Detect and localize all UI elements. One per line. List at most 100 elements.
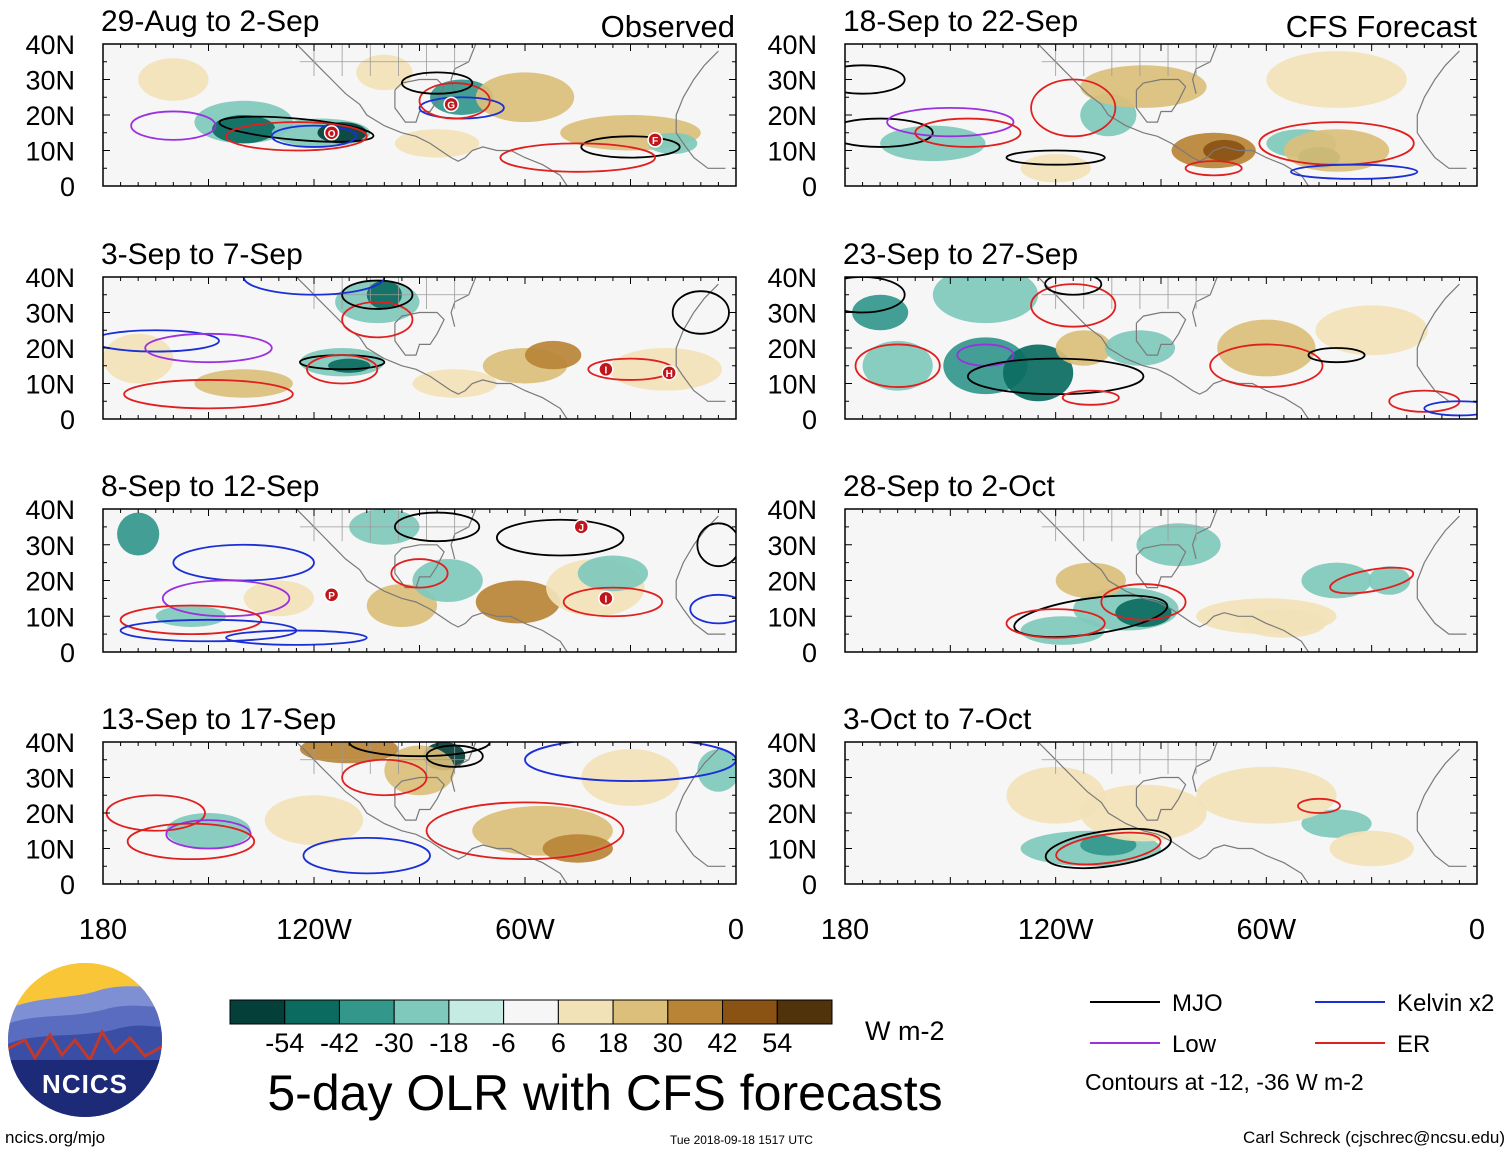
contour-k xyxy=(845,277,906,314)
olr-anomaly-blob xyxy=(412,559,483,602)
contour-r xyxy=(1030,78,1117,138)
coastline xyxy=(1416,50,1467,169)
contour-r xyxy=(341,758,428,797)
coastline xyxy=(1037,509,1309,652)
contour-r xyxy=(390,558,449,589)
olr-anomaly-blob xyxy=(394,129,480,158)
olr-anomaly-blob xyxy=(1196,598,1337,635)
contour-k xyxy=(1044,827,1172,870)
contour-k xyxy=(966,357,1145,396)
map-panel-1-1: 40N 30N 20N 10N 0 23-Sep to 27-Sep xyxy=(767,238,1478,435)
y-tick-label: 40N xyxy=(767,495,817,525)
olr-anomaly-blob xyxy=(525,340,582,370)
olr-anomaly-blob xyxy=(103,333,174,384)
y-tick-label: 20N xyxy=(25,799,75,829)
olr-anomaly-blob xyxy=(1203,139,1246,162)
olr-anomaly-blob xyxy=(155,605,227,627)
coastline xyxy=(1037,44,1309,186)
contour-k xyxy=(1307,347,1366,364)
coastline xyxy=(1135,776,1187,821)
colorbar-swatch xyxy=(448,999,505,1025)
contour-k xyxy=(845,64,906,95)
colorbar-tick-label: -54 xyxy=(265,1028,304,1058)
storm-marker-label: H xyxy=(666,369,673,380)
map-panel-0-0: 40N 30N 20N 10N 0 29-Aug to 2-Sep xyxy=(25,5,737,202)
colorbar-swatch xyxy=(284,999,340,1025)
contour-r xyxy=(499,142,657,173)
panel-period-label: 18-Sep to 22-Sep xyxy=(843,5,1078,38)
legend-entry-label: MJO xyxy=(1172,990,1223,1017)
contour-r xyxy=(562,586,664,618)
colorbar-tick-label: 30 xyxy=(653,1028,683,1058)
coastline xyxy=(675,283,726,402)
contour-b xyxy=(242,277,386,296)
y-tick-label: 20N xyxy=(767,567,817,597)
y-tick-label: 30N xyxy=(25,299,75,329)
contour-b xyxy=(225,629,368,646)
map-panels: 40N 30N 20N 10N 0 29-Aug to 2-Sep 40N 30N 20N 10N… xyxy=(25,5,1478,900)
storm-marker-label: I xyxy=(604,365,607,376)
x-tick-label: 60W xyxy=(1237,914,1297,946)
legend: MJO Kelvin x2 Low ER xyxy=(1090,990,1494,1058)
footer-author: Carl Schreck (cjschrec@ncsu.edu) xyxy=(1243,1128,1505,1147)
column-label-observed: Observed xyxy=(601,9,735,44)
contour-r xyxy=(306,354,379,385)
storm-marker: G xyxy=(443,96,459,113)
olr-anomaly-blob xyxy=(194,369,293,398)
colorbar-swatch xyxy=(393,999,450,1025)
contour-k xyxy=(845,117,934,148)
y-tick-label: 20N xyxy=(767,799,817,829)
colorbar: -54 -42 -30 -18 -6 6 18 30 42 54 xyxy=(229,999,833,1058)
ncics-logo: NCICS xyxy=(8,963,162,1117)
panel-period-label: 3-Oct to 7-Oct xyxy=(843,703,1032,736)
coastline xyxy=(1416,515,1467,635)
contour-p xyxy=(130,110,217,141)
coastline xyxy=(675,50,726,169)
footer-url[interactable]: ncics.org/mjo xyxy=(5,1128,106,1147)
contour-r xyxy=(1297,797,1341,814)
olr-anomaly-blob xyxy=(1329,830,1414,867)
olr-anomaly-blob xyxy=(328,358,371,373)
storm-marker: J xyxy=(573,519,590,535)
colorbar-swatch xyxy=(776,999,833,1025)
coastline xyxy=(1135,78,1187,123)
olr-anomaly-blob xyxy=(264,795,364,845)
storm-marker-label: O xyxy=(328,129,336,140)
y-tick-label: 40N xyxy=(767,30,817,60)
y-tick-label: 20N xyxy=(25,334,75,364)
olr-anomaly-blob xyxy=(852,294,909,331)
contour-k xyxy=(696,522,736,568)
olr-anomaly-blob xyxy=(1368,566,1411,595)
olr-anomaly-blob xyxy=(581,749,680,806)
legend-entry-label: Low xyxy=(1172,1031,1217,1058)
olr-anomaly-blob xyxy=(697,749,736,792)
y-tick-label: 30N xyxy=(767,531,817,561)
y-tick-label: 0 xyxy=(60,172,75,202)
y-tick-label: 40N xyxy=(767,728,817,758)
olr-anomaly-blob xyxy=(1104,330,1176,366)
olr-anomaly-blob xyxy=(577,555,649,592)
storm-marker-label: J xyxy=(578,523,584,534)
colorbar-swatch xyxy=(338,999,395,1025)
y-tick-label: 40N xyxy=(25,495,75,525)
x-tick-label: 120W xyxy=(1018,914,1094,946)
map-panel-0-1: 40N 30N 20N 10N 0 3-Sep to 7-Sep xyxy=(25,238,737,435)
map-panel-1-3: 40N 30N 20N 10N 0 3-Oct to 7-Oct xyxy=(767,703,1478,900)
x-tick-label: 0 xyxy=(728,914,744,946)
coastline xyxy=(1416,283,1467,402)
olr-anomaly-blob xyxy=(475,580,561,624)
olr-anomaly-blob xyxy=(1266,51,1407,108)
olr-anomaly-blob xyxy=(212,115,276,144)
storm-marker-label: F xyxy=(652,136,658,147)
coastline xyxy=(1037,742,1309,884)
colorbar-swatch xyxy=(503,999,559,1025)
contour-k xyxy=(1044,277,1103,296)
panel-period-label: 29-Aug to 2-Sep xyxy=(101,5,319,38)
y-tick-label: 0 xyxy=(802,172,817,202)
y-tick-label: 0 xyxy=(802,870,817,900)
contour-b xyxy=(302,836,431,875)
colorbar-tick-label: -18 xyxy=(429,1028,468,1058)
olr-anomaly-blob xyxy=(384,745,455,796)
panel-period-label: 23-Sep to 27-Sep xyxy=(843,238,1078,271)
olr-anomaly-blob xyxy=(1020,616,1105,645)
